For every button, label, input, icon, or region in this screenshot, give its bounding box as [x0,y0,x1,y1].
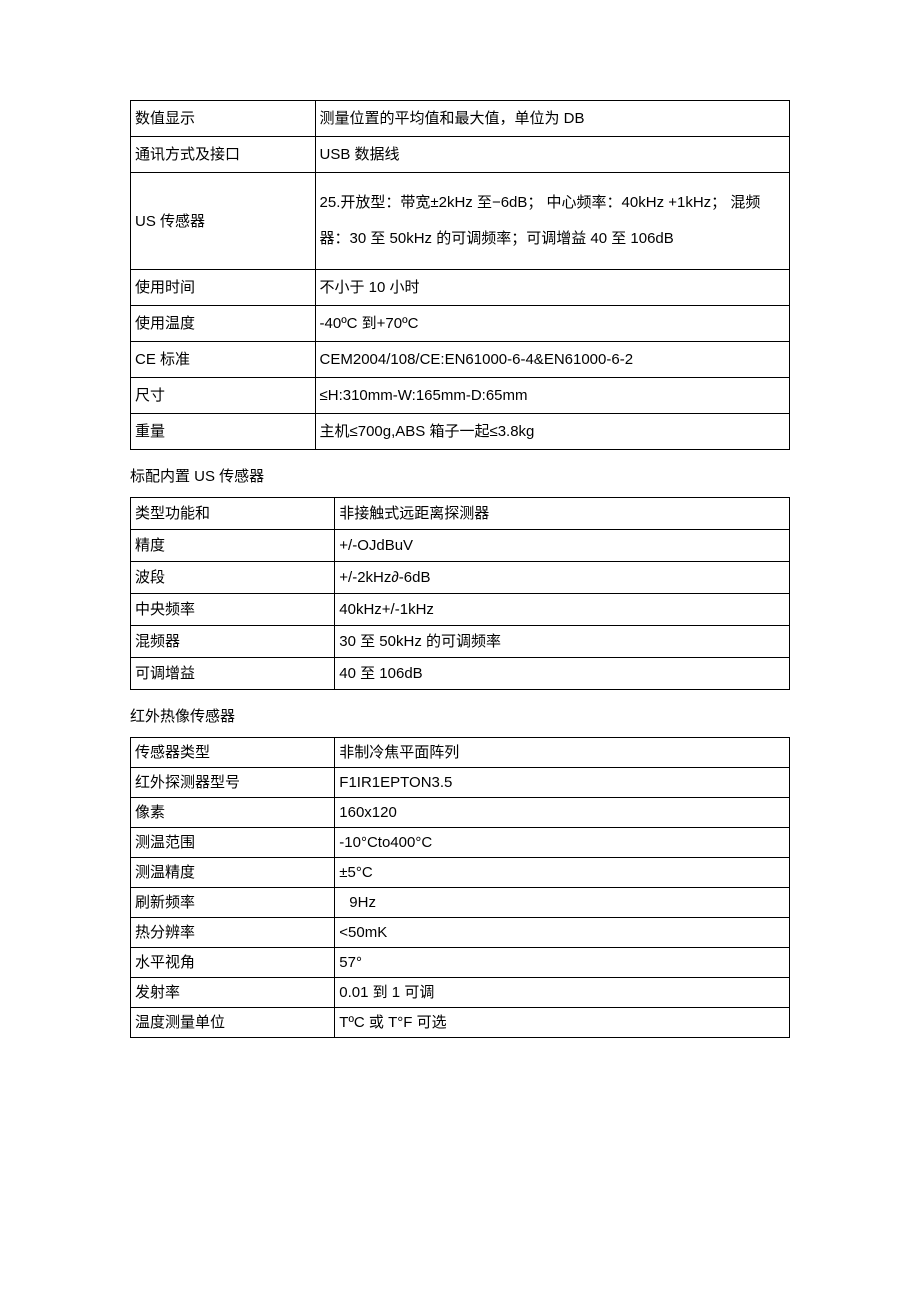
section-title-us-sensor: 标配内置 US 传感器 [130,462,790,497]
spec-label: 使用温度 [131,306,316,342]
spec-value: ≤H:310mm-W:165mm-D:65mm [315,378,789,414]
spec-table-3: 传感器类型非制冷焦平面阵列红外探测器型号F1IR1EPTON3.5像素160x1… [130,737,790,1038]
spec-table-1: 数值显示测量位置的平均值和最大值，单位为 DB通讯方式及接口USB 数据线US … [130,100,790,450]
table-row: 刷新频率9Hz [131,888,790,918]
spec-label: 传感器类型 [131,738,335,768]
spec-label: 使用时间 [131,270,316,306]
table-row: 水平视角57° [131,948,790,978]
spec-label: 数值显示 [131,101,316,137]
spec-value: 30 至 50kHz 的可调频率 [335,626,790,658]
spec-value: 测量位置的平均值和最大值，单位为 DB [315,101,789,137]
spec-value: 9Hz [335,888,790,918]
table-row: 通讯方式及接口USB 数据线 [131,137,790,173]
spec-value: USB 数据线 [315,137,789,173]
spec-value: 不小于 10 小时 [315,270,789,306]
spec-label: 精度 [131,530,335,562]
spec-label: 波段 [131,562,335,594]
spec-value: +/-OJdBuV [335,530,790,562]
table-row: 测温精度±5°C [131,858,790,888]
spec-value: F1IR1EPTON3.5 [335,768,790,798]
spec-value: -40ºC 到+70ºC [315,306,789,342]
spec-value: 160x120 [335,798,790,828]
table-row: 数值显示测量位置的平均值和最大值，单位为 DB [131,101,790,137]
spec-label: 测温范围 [131,828,335,858]
table-row: 重量主机≤700g,ABS 箱子一起≤3.8kg [131,414,790,450]
table-row: 传感器类型非制冷焦平面阵列 [131,738,790,768]
spec-label: 混频器 [131,626,335,658]
spec-label: CE 标准 [131,342,316,378]
spec-value: 非接触式远距离探测器 [335,498,790,530]
table-row: 热分辨率<50mK [131,918,790,948]
spec-label: 尺寸 [131,378,316,414]
table-row: 使用时间不小于 10 小时 [131,270,790,306]
spec-value: CEM2004/108/CE:EN61000-6-4&EN61000-6-2 [315,342,789,378]
table-row: 红外探测器型号F1IR1EPTON3.5 [131,768,790,798]
spec-table-1-body: 数值显示测量位置的平均值和最大值，单位为 DB通讯方式及接口USB 数据线US … [131,101,790,450]
table-row: 精度+/-OJdBuV [131,530,790,562]
spec-label: 通讯方式及接口 [131,137,316,173]
spec-label: 刷新频率 [131,888,335,918]
table-row: 混频器30 至 50kHz 的可调频率 [131,626,790,658]
spec-label: 可调增益 [131,658,335,690]
spec-value: 40kHz+/-1kHz [335,594,790,626]
spec-label: 重量 [131,414,316,450]
spec-table-2: 类型功能和非接触式远距离探测器精度+/-OJdBuV波段+/-2kHz∂-6dB… [130,497,790,690]
table-row: US 传感器25.开放型：带宽±2kHz 至−6dB； 中心频率：40kHz +… [131,173,790,270]
spec-value: 57° [335,948,790,978]
section-title-ir-sensor: 红外热像传感器 [130,702,790,737]
spec-label: 发射率 [131,978,335,1008]
table-row: 发射率0.01 到 1 可调 [131,978,790,1008]
spec-table-2-body: 类型功能和非接触式远距离探测器精度+/-OJdBuV波段+/-2kHz∂-6dB… [131,498,790,690]
spec-value: 主机≤700g,ABS 箱子一起≤3.8kg [315,414,789,450]
spec-value: <50mK [335,918,790,948]
table-row: 波段+/-2kHz∂-6dB [131,562,790,594]
table-row: 像素160x120 [131,798,790,828]
spec-value: +/-2kHz∂-6dB [335,562,790,594]
spec-value: 40 至 106dB [335,658,790,690]
spec-label: 中央频率 [131,594,335,626]
table-row: CE 标准CEM2004/108/CE:EN61000-6-4&EN61000-… [131,342,790,378]
spec-label: 类型功能和 [131,498,335,530]
spec-label: 像素 [131,798,335,828]
table-row: 中央频率40kHz+/-1kHz [131,594,790,626]
table-row: 温度测量单位TºC 或 T°F 可选 [131,1008,790,1038]
spec-value: 非制冷焦平面阵列 [335,738,790,768]
spec-value: -10°Cto400°C [335,828,790,858]
table-row: 尺寸≤H:310mm-W:165mm-D:65mm [131,378,790,414]
spec-value: 0.01 到 1 可调 [335,978,790,1008]
spec-value: ±5°C [335,858,790,888]
spec-value: TºC 或 T°F 可选 [335,1008,790,1038]
table-row: 使用温度-40ºC 到+70ºC [131,306,790,342]
table-row: 测温范围-10°Cto400°C [131,828,790,858]
spec-label: 温度测量单位 [131,1008,335,1038]
table-row: 类型功能和非接触式远距离探测器 [131,498,790,530]
spec-label: 红外探测器型号 [131,768,335,798]
spec-label: 热分辨率 [131,918,335,948]
spec-label: 水平视角 [131,948,335,978]
spec-table-3-body: 传感器类型非制冷焦平面阵列红外探测器型号F1IR1EPTON3.5像素160x1… [131,738,790,1038]
spec-label: 测温精度 [131,858,335,888]
spec-label: US 传感器 [131,173,316,270]
spec-value: 25.开放型：带宽±2kHz 至−6dB； 中心频率：40kHz +1kHz； … [315,173,789,270]
table-row: 可调增益40 至 106dB [131,658,790,690]
